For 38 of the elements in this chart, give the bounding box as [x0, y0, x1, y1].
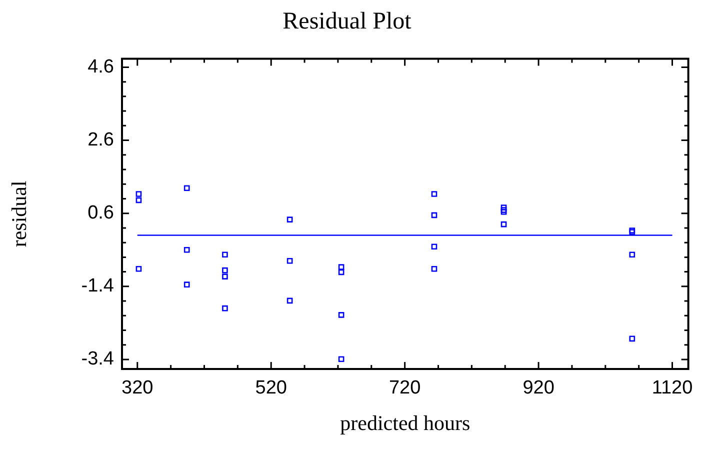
point [500, 208, 507, 215]
point [431, 212, 438, 218]
x-tick-label: 720 [388, 378, 421, 399]
point [338, 264, 344, 270]
point [431, 266, 438, 272]
point [222, 305, 228, 312]
point [184, 185, 190, 192]
point [286, 216, 293, 222]
point [222, 274, 228, 280]
point [629, 252, 636, 258]
point [136, 191, 142, 197]
y-axis-title: residual [7, 180, 32, 248]
x-tick-label: 520 [255, 378, 287, 399]
point [286, 258, 293, 264]
point [184, 246, 190, 253]
y-tick-label: 0.6 [88, 202, 114, 224]
point [629, 336, 636, 342]
point [338, 269, 344, 276]
chart-title: Residual Plot [282, 8, 412, 35]
x-tick-label: 320 [122, 378, 154, 399]
point [136, 266, 142, 272]
point [222, 267, 228, 274]
point [136, 197, 142, 204]
y-tick-label: -3.4 [81, 348, 114, 370]
point [222, 252, 228, 258]
point [184, 282, 190, 288]
point [431, 244, 438, 250]
x-axis-title: predicted hours [340, 410, 470, 435]
y-tick-label: -1.4 [81, 276, 114, 297]
y-tick-label: 4.6 [88, 56, 114, 78]
x-tick-label: 920 [522, 378, 554, 399]
point [431, 191, 438, 197]
point [500, 221, 507, 228]
y-tick-label: 2.6 [88, 130, 114, 151]
point [286, 298, 293, 304]
x-tick-label: 1120 [652, 378, 693, 399]
point [338, 312, 344, 318]
point [338, 356, 344, 362]
